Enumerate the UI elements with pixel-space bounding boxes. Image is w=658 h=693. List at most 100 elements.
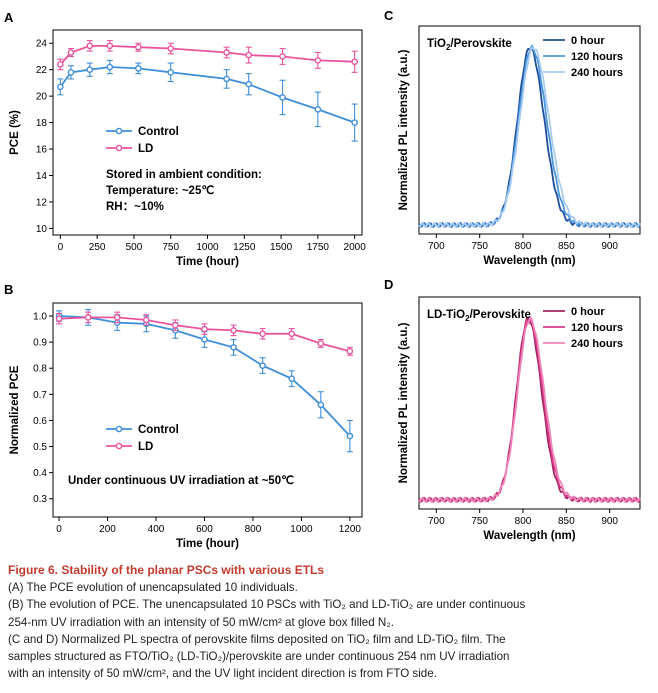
annotation-text: RH：~10% bbox=[106, 201, 164, 213]
x-tick-label: 500 bbox=[126, 242, 143, 253]
data-point bbox=[288, 375, 296, 382]
y-tick-label: 0.9 bbox=[33, 338, 47, 349]
legend-label: Control bbox=[138, 424, 179, 436]
y-axis-label: Normalized PL intensity (a.u.) bbox=[398, 322, 410, 483]
panel-letter: D bbox=[384, 277, 393, 292]
caption-title: Figure 6. Stability of the planar PSCs w… bbox=[8, 563, 325, 577]
x-tick-label: 0 bbox=[56, 524, 62, 535]
legend-label: 0 hour bbox=[571, 35, 605, 47]
data-point bbox=[317, 401, 325, 409]
y-tick-label: 0.4 bbox=[33, 468, 47, 479]
legend-marker bbox=[115, 144, 123, 152]
panel-letter: C bbox=[384, 8, 394, 23]
y-tick-label: 14 bbox=[36, 171, 48, 182]
x-tick-label: 850 bbox=[558, 241, 575, 252]
x-tick-label: 200 bbox=[99, 524, 116, 535]
data-point bbox=[230, 327, 237, 334]
y-tick-label: 0.5 bbox=[33, 442, 47, 453]
data-point bbox=[351, 58, 358, 66]
legend-label: 120 hours bbox=[571, 322, 623, 334]
x-tick-label: 1000 bbox=[196, 242, 219, 253]
data-point bbox=[172, 321, 179, 329]
y-tick-label: 1.0 bbox=[33, 312, 47, 323]
x-tick-label: 800 bbox=[515, 241, 532, 252]
caption-line-cd2: samples structured as FTO/TiO₂ (LD-TiO₂)… bbox=[8, 650, 510, 664]
legend-label: 120 hours bbox=[571, 51, 623, 63]
data-point bbox=[279, 94, 286, 101]
data-point bbox=[67, 49, 75, 56]
panel-title: TiO2/Perovskite bbox=[427, 38, 512, 52]
caption-line-b1: (B) The evolution of PCE. The unencapsul… bbox=[8, 598, 526, 612]
x-tick-label: 700 bbox=[428, 516, 445, 527]
legend-label: 240 hours bbox=[571, 338, 623, 350]
legend-marker bbox=[115, 127, 123, 135]
caption-line-b2: 254-nm UV irradiation with an intensity … bbox=[8, 615, 394, 629]
y-tick-label: 0.7 bbox=[33, 390, 47, 401]
data-point bbox=[167, 45, 175, 52]
annotation-text: Under continuous UV irradiation at ~50℃ bbox=[68, 474, 294, 487]
figure-caption: Figure 6. Stability of the planar PSCs w… bbox=[8, 562, 650, 682]
y-axis-label: Normalized PL intensity (a.u.) bbox=[398, 49, 410, 210]
y-tick-label: 12 bbox=[36, 197, 48, 208]
x-tick-label: 0 bbox=[58, 242, 64, 253]
data-point bbox=[259, 362, 266, 369]
data-point bbox=[245, 80, 252, 88]
y-tick-label: 0.6 bbox=[33, 416, 47, 427]
x-tick-label: 900 bbox=[601, 516, 618, 527]
data-point bbox=[351, 119, 358, 126]
caption-line-a: (A) The PCE evolution of unencapsulated … bbox=[8, 581, 298, 595]
data-point bbox=[135, 65, 142, 72]
legend-label: 240 hours bbox=[571, 67, 623, 79]
legend-entry: 0 hour bbox=[543, 35, 605, 47]
data-point bbox=[259, 330, 266, 338]
legend-entry: Control bbox=[106, 126, 179, 138]
legend-marker bbox=[115, 425, 123, 433]
legend-entry: LD bbox=[106, 143, 153, 155]
x-tick-label: 750 bbox=[471, 516, 488, 527]
panel-C: C 700 750 800 850 900 Wavelength (nm) Normalize… bbox=[384, 8, 641, 267]
data-point bbox=[67, 69, 75, 76]
data-point bbox=[223, 75, 230, 83]
legend-label: 0 hour bbox=[571, 306, 605, 318]
y-axis-label: PCE (%) bbox=[9, 110, 21, 155]
x-tick-label: 1250 bbox=[233, 242, 256, 253]
x-tick-label: 900 bbox=[601, 241, 618, 252]
x-axis-label: Wavelength (nm) bbox=[483, 530, 575, 542]
spectrum-line bbox=[418, 46, 641, 229]
data-point bbox=[201, 336, 208, 343]
data-point bbox=[135, 43, 142, 51]
data-point bbox=[106, 63, 114, 71]
series-line bbox=[59, 66, 355, 124]
series-line bbox=[59, 45, 355, 65]
legend-entry: 240 hours bbox=[543, 67, 623, 79]
legend-entry: 120 hours bbox=[543, 322, 623, 334]
x-tick-label: 750 bbox=[471, 241, 488, 252]
plot-frame bbox=[418, 296, 641, 510]
legend-entry: LD bbox=[106, 441, 153, 453]
data-point bbox=[106, 42, 114, 50]
x-tick-label: 750 bbox=[162, 242, 179, 253]
x-tick-label: 250 bbox=[89, 242, 106, 253]
x-tick-label: 1750 bbox=[307, 242, 330, 253]
y-tick-label: 10 bbox=[36, 224, 48, 235]
y-tick-label: 16 bbox=[36, 145, 48, 156]
data-point bbox=[230, 344, 237, 351]
y-tick-label: 22 bbox=[36, 65, 48, 76]
panel-B: B 0 200 400 600 800 1000 1200 0.3 0.4 0.5 0.6 0.7 0.8… bbox=[4, 282, 363, 550]
data-point bbox=[86, 42, 94, 50]
x-axis-label: Time (hour) bbox=[176, 538, 239, 550]
legend-entry: 0 hour bbox=[543, 306, 605, 318]
data-point bbox=[245, 51, 252, 59]
legend-entry: Control bbox=[106, 424, 179, 436]
x-tick-label: 700 bbox=[428, 241, 445, 252]
legend-label: LD bbox=[138, 143, 153, 155]
panel-letter: B bbox=[4, 282, 13, 297]
data-point bbox=[55, 315, 63, 322]
figure-canvas: A0 250 500 750 1000 1250 1500 1750 2000101214161… bbox=[4, 8, 641, 550]
x-tick-label: 1000 bbox=[290, 524, 313, 535]
data-point bbox=[57, 83, 64, 91]
data-point bbox=[113, 314, 121, 321]
panel-A: A 0 250 500 750 1000 1250 1500 1750 2000 10 12 14 16 1… bbox=[4, 10, 366, 268]
data-point bbox=[223, 49, 230, 56]
x-axis-label: Wavelength (nm) bbox=[483, 255, 575, 267]
